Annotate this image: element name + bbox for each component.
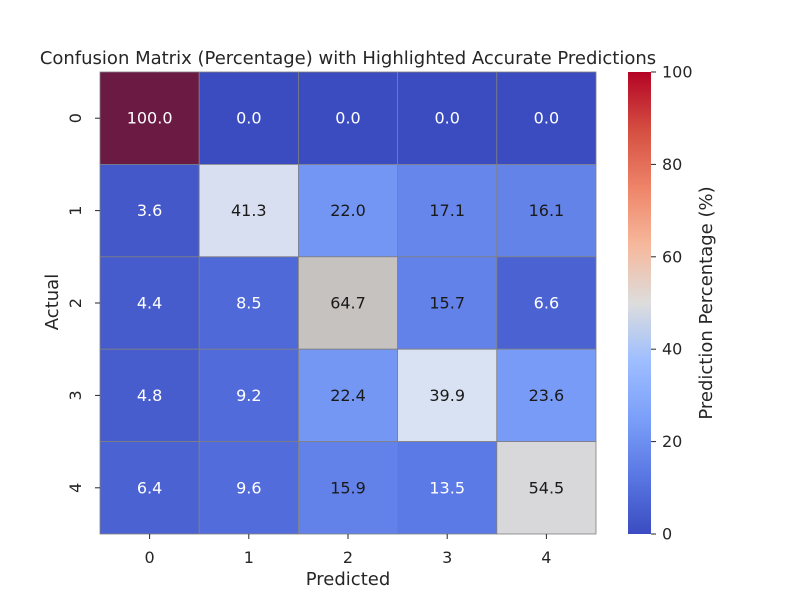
chart-title: Confusion Matrix (Percentage) with Highl…: [40, 48, 656, 69]
colorbar-label: Prediction Percentage (%): [696, 186, 717, 419]
cell-value-label: 0.0: [534, 109, 559, 128]
heatmap-cells: [99, 71, 597, 535]
x-tick-label: 3: [442, 548, 452, 567]
cell-value-label: 4.8: [137, 386, 162, 405]
colorbar-tick-label: 40: [662, 340, 682, 359]
heatmap-cell-r4-c0: [99, 441, 200, 535]
cell-value-label: 0.0: [434, 109, 459, 128]
heatmap-cell-r3-c1: [198, 348, 299, 443]
colorbar-ticks: 0 20 40 60 80 100: [651, 63, 693, 544]
heatmap-cell-r0-c3: [397, 71, 498, 165]
heatmap-cell-r0-c0: [99, 71, 200, 165]
cell-value-label: 6.6: [534, 294, 559, 313]
y-tick-label: 2: [66, 298, 85, 308]
cell-value-label: 15.7: [429, 294, 465, 313]
heatmap-cell-r0-c4: [496, 71, 597, 165]
heatmap-cell-r4-c2: [297, 441, 398, 535]
cell-value-label: 3.6: [137, 201, 162, 220]
cell-value-label: 4.4: [137, 294, 162, 313]
heatmap-cell-r1-c2: [297, 163, 398, 258]
y-tick-label: 0: [66, 113, 85, 123]
cell-value-label: 0.0: [236, 109, 261, 128]
y-tick-label: 1: [66, 206, 85, 216]
cell-value-label: 6.4: [137, 478, 162, 497]
y-axis-label: Actual: [42, 274, 63, 330]
colorbar-tick-label: 100: [662, 63, 693, 82]
x-tick-label: 4: [541, 548, 551, 567]
cell-value-label: 100.0: [127, 109, 173, 128]
cell-value-label: 39.9: [429, 386, 465, 405]
heatmap-cell-r0-c2: [297, 71, 398, 165]
y-tick-label: 4: [66, 483, 85, 493]
heatmap-cell-r2-c3: [397, 256, 498, 350]
heatmap-cell-r0-c1: [198, 71, 299, 165]
colorbar: [628, 72, 651, 534]
y-tick-label: 3: [66, 390, 85, 400]
x-tick-label: 2: [343, 548, 353, 567]
x-axis-label: Predicted: [306, 569, 391, 590]
cell-value-label: 13.5: [429, 478, 465, 497]
cell-value-label: 54.5: [529, 478, 565, 497]
colorbar-tick-label: 0: [662, 525, 672, 544]
y-axis-ticks: 0 1 2 3 4: [66, 113, 100, 493]
cell-value-label: 9.2: [236, 386, 261, 405]
heatmap-cell-r1-c4: [496, 163, 597, 258]
heatmap-cell-r4-c1: [198, 441, 299, 535]
colorbar-tick-label: 20: [662, 432, 682, 451]
cell-value-label: 23.6: [529, 386, 565, 405]
cell-value-label: 64.7: [330, 294, 366, 313]
heatmap-cell-labels: 100.0 0.0 0.0 0.0 0.0 3.6 41.3 22.0 17.1 16.1 4.4 8…: [127, 109, 565, 498]
heatmap-cell-r3-c2: [297, 348, 398, 443]
heatmap-cell-r2-c1: [198, 256, 299, 350]
heatmap-cell-r3-c4: [496, 348, 597, 443]
x-tick-label: 0: [145, 548, 155, 567]
colorbar-tick-label: 80: [662, 155, 682, 174]
x-axis-ticks: 0 1 2 3 4: [145, 534, 551, 567]
cell-value-label: 9.6: [236, 478, 261, 497]
cell-value-label: 0.0: [335, 109, 360, 128]
cell-value-label: 22.0: [330, 201, 366, 220]
cell-value-label: 17.1: [429, 201, 465, 220]
x-tick-label: 1: [244, 548, 254, 567]
colorbar-tick-label: 60: [662, 247, 682, 266]
heatmap-cell-r1-c0: [99, 163, 200, 258]
cell-value-label: 22.4: [330, 386, 366, 405]
heatmap-cell-r3-c3: [397, 348, 498, 443]
heatmap-cell-r2-c4: [496, 256, 597, 350]
cell-value-label: 41.3: [231, 201, 267, 220]
cell-value-label: 15.9: [330, 478, 366, 497]
cell-value-label: 16.1: [529, 201, 565, 220]
heatmap-cell-r4-c4: [496, 441, 597, 535]
cell-value-label: 8.5: [236, 294, 261, 313]
heatmap-cell-r2-c2: [297, 256, 398, 350]
